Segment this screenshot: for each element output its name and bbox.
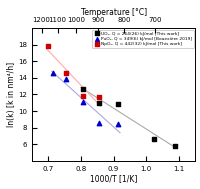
NpO₂, Q = 442(32) kJ/mol [This work] <box>97 95 100 98</box>
UO₂, Q = 264(26) kJ/mol [This work] <box>116 102 119 105</box>
Y-axis label: ln(k) [k in nm⁴/h]: ln(k) [k in nm⁴/h] <box>6 62 15 127</box>
NpO₂, Q = 442(32) kJ/mol [This work] <box>47 44 50 47</box>
UO₂, Q = 264(26) kJ/mol [This work] <box>81 87 84 90</box>
X-axis label: 1000/T [1/K]: 1000/T [1/K] <box>89 174 137 183</box>
PuO₂, Q = 349(6) kJ/mol [Bouexière 2019] <box>51 71 55 74</box>
PuO₂, Q = 349(6) kJ/mol [Bouexière 2019] <box>97 122 100 125</box>
Legend: UO₂, Q = 264(26) kJ/mol [This work], PuO₂, Q = 349(6) kJ/mol [Bouexière 2019], N: UO₂, Q = 264(26) kJ/mol [This work], PuO… <box>92 30 193 48</box>
UO₂, Q = 264(26) kJ/mol [This work] <box>152 137 155 140</box>
UO₂, Q = 264(26) kJ/mol [This work] <box>173 145 176 148</box>
NpO₂, Q = 442(32) kJ/mol [This work] <box>64 71 68 74</box>
PuO₂, Q = 349(6) kJ/mol [Bouexière 2019] <box>64 77 68 80</box>
NpO₂, Q = 442(32) kJ/mol [This work] <box>81 95 84 98</box>
UO₂, Q = 264(26) kJ/mol [This work] <box>97 101 100 104</box>
PuO₂, Q = 349(6) kJ/mol [Bouexière 2019] <box>116 123 119 126</box>
X-axis label: Temperature [°C]: Temperature [°C] <box>80 8 146 17</box>
PuO₂, Q = 349(6) kJ/mol [Bouexière 2019] <box>81 100 84 103</box>
